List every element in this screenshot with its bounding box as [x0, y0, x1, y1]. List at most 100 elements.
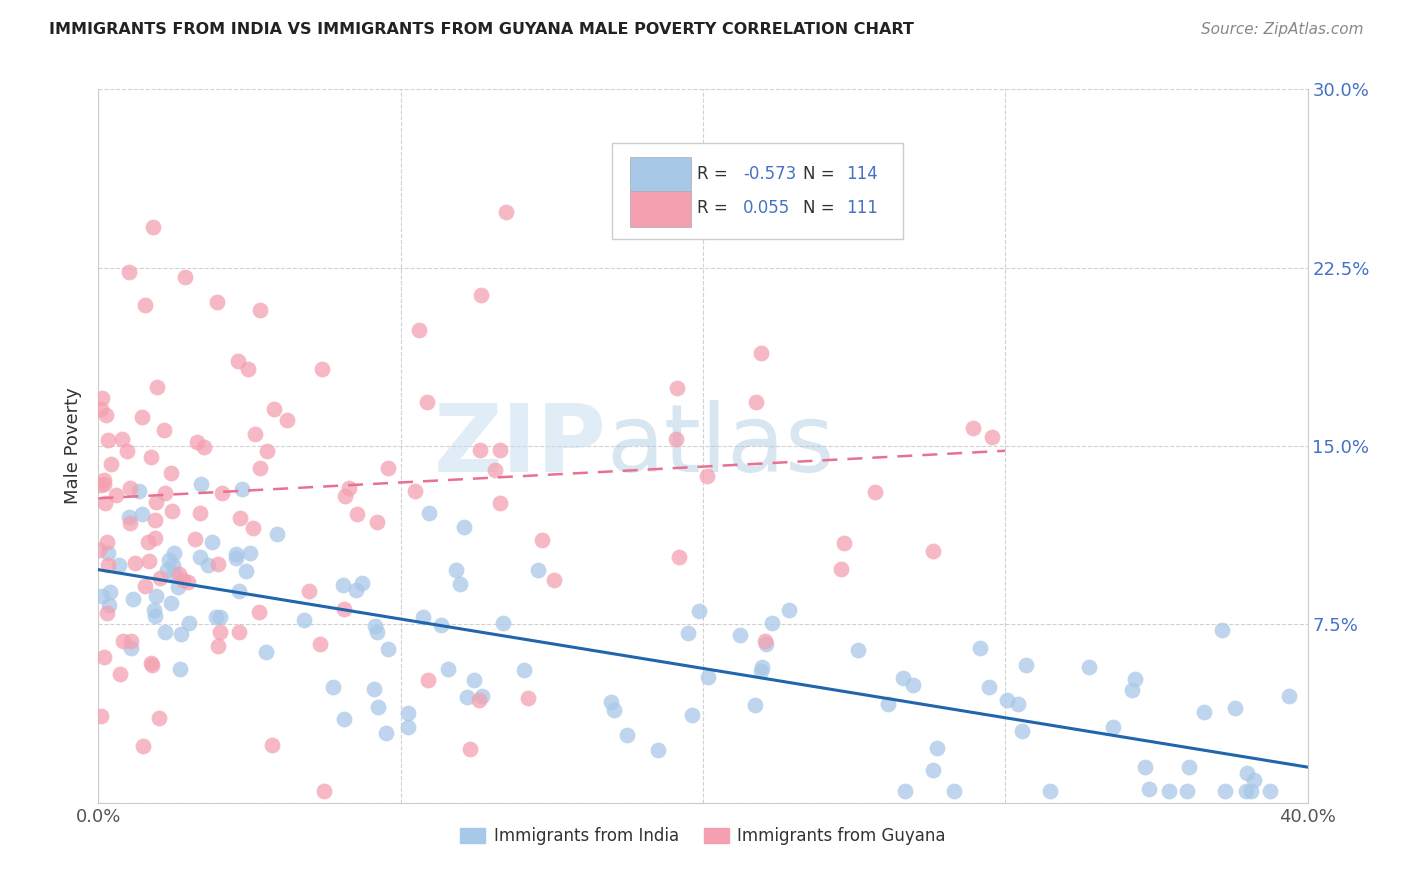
Legend: Immigrants from India, Immigrants from Guyana: Immigrants from India, Immigrants from G… [454, 821, 952, 852]
Point [98, 599, 121, 613]
Text: 114: 114 [845, 165, 877, 183]
Point [141, 657, 163, 672]
Point [197, 558, 219, 573]
FancyBboxPatch shape [630, 191, 690, 227]
Point [350, 576, 373, 591]
Point [408, 323, 430, 337]
Point [120, 516, 142, 530]
Point [207, 639, 229, 653]
Point [363, 681, 385, 696]
Point [211, 485, 233, 500]
Point [621, 184, 644, 198]
Point [468, 693, 491, 707]
Point [863, 485, 886, 500]
Point [190, 477, 212, 491]
Point [107, 558, 129, 573]
Point [128, 484, 150, 499]
Point [1236, 765, 1258, 780]
Point [922, 763, 945, 777]
Point [276, 413, 298, 427]
Point [176, 575, 198, 590]
Point [120, 481, 142, 495]
Point [366, 515, 388, 529]
Point [891, 671, 914, 685]
Point [263, 401, 285, 416]
Point [346, 507, 368, 521]
Point [93, 477, 115, 491]
Point [186, 435, 208, 450]
Point [367, 699, 389, 714]
Point [235, 564, 257, 578]
Point [437, 662, 460, 676]
Point [901, 678, 924, 692]
Point [458, 742, 481, 756]
Text: atlas: atlas [606, 400, 835, 492]
Point [1215, 784, 1237, 798]
Point [249, 460, 271, 475]
Point [492, 616, 515, 631]
Point [100, 457, 122, 471]
Point [921, 543, 943, 558]
Point [463, 673, 485, 687]
Text: N =: N = [803, 200, 841, 218]
Point [1102, 720, 1125, 734]
Point [136, 534, 159, 549]
Point [1077, 660, 1099, 674]
Point [90, 478, 112, 492]
Point [333, 712, 356, 726]
Point [228, 584, 250, 599]
Point [1121, 683, 1143, 698]
Point [243, 426, 266, 441]
Point [96, 606, 118, 620]
Point [90, 391, 112, 405]
Point [925, 741, 948, 756]
Point [90, 402, 112, 417]
Point [124, 556, 146, 570]
Point [93, 649, 115, 664]
Point [173, 270, 195, 285]
Point [97, 558, 120, 573]
Point [205, 294, 228, 309]
Text: ZIP: ZIP [433, 400, 606, 492]
Point [1157, 784, 1180, 798]
Point [470, 288, 492, 302]
Point [266, 527, 288, 541]
Point [512, 663, 534, 677]
Point [188, 506, 211, 520]
Point [108, 666, 131, 681]
Point [193, 440, 215, 454]
Point [118, 265, 141, 279]
Point [1258, 784, 1281, 798]
Point [312, 784, 335, 798]
Point [745, 394, 768, 409]
Point [468, 443, 491, 458]
Point [145, 589, 167, 603]
Point [231, 482, 253, 496]
Point [665, 432, 688, 446]
Point [333, 601, 356, 615]
Point [225, 547, 247, 561]
Point [344, 582, 367, 597]
Point [1123, 672, 1146, 686]
Point [744, 698, 766, 713]
Point [377, 460, 399, 475]
Point [1015, 658, 1038, 673]
Point [456, 690, 478, 704]
Point [830, 562, 852, 576]
Point [688, 604, 710, 618]
Point [846, 643, 869, 657]
Point [676, 625, 699, 640]
Point [134, 298, 156, 312]
Point [418, 506, 440, 520]
Point [322, 681, 344, 695]
Point [157, 552, 180, 566]
Point [488, 496, 510, 510]
Point [1007, 697, 1029, 711]
Point [225, 551, 247, 566]
Point [980, 430, 1002, 444]
Point [111, 432, 134, 446]
Point [163, 546, 186, 560]
Point [1234, 784, 1257, 798]
Point [488, 443, 510, 458]
Point [495, 205, 517, 219]
